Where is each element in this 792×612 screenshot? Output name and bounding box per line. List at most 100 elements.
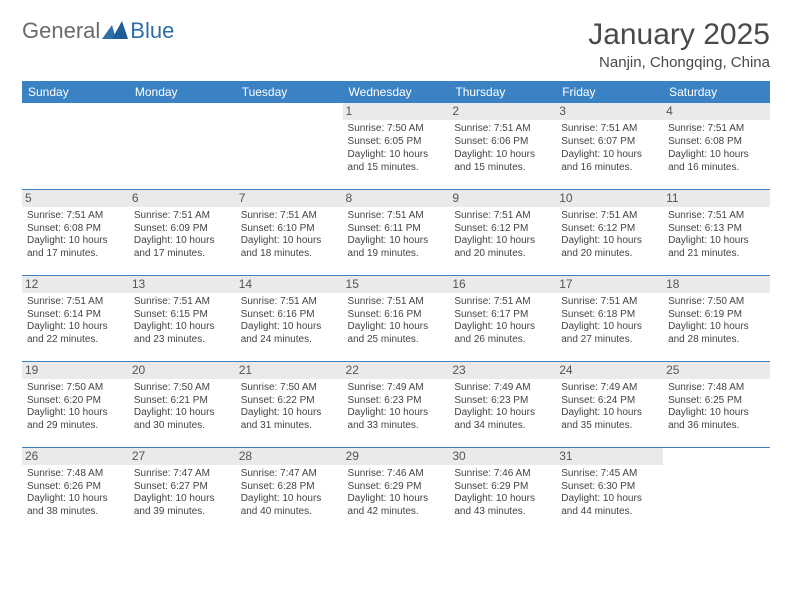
day-details: Sunrise: 7:50 AMSunset: 6:20 PMDaylight:… <box>27 382 124 433</box>
day-number: 13 <box>129 276 236 293</box>
daylight-text: Daylight: 10 hours and 35 minutes. <box>561 407 658 433</box>
day-number: 12 <box>22 276 129 293</box>
day-details: Sunrise: 7:51 AMSunset: 6:13 PMDaylight:… <box>668 210 765 261</box>
weekday-header: Monday <box>129 81 236 103</box>
day-details: Sunrise: 7:51 AMSunset: 6:16 PMDaylight:… <box>241 296 338 347</box>
day-details: Sunrise: 7:51 AMSunset: 6:17 PMDaylight:… <box>454 296 551 347</box>
day-number: 16 <box>449 276 556 293</box>
calendar-week-row: 1 Sunrise: 7:50 AMSunset: 6:05 PMDaylight… <box>22 103 770 189</box>
daylight-text: Daylight: 10 hours and 44 minutes. <box>561 493 658 519</box>
day-number: 25 <box>663 362 770 379</box>
calendar-day-cell <box>129 103 236 189</box>
calendar-day-cell: 17Sunrise: 7:51 AMSunset: 6:18 PMDayligh… <box>556 275 663 361</box>
day-details: Sunrise: 7:47 AMSunset: 6:28 PMDaylight:… <box>241 468 338 519</box>
day-number: 1 <box>343 103 450 120</box>
sunrise-text: Sunrise: 7:50 AM <box>27 382 124 395</box>
daylight-text: Daylight: 10 hours and 17 minutes. <box>134 235 231 261</box>
sunrise-text: Sunrise: 7:51 AM <box>241 296 338 309</box>
daylight-text: Daylight: 10 hours and 36 minutes. <box>668 407 765 433</box>
calendar-day-cell: 29Sunrise: 7:46 AMSunset: 6:29 PMDayligh… <box>343 447 450 533</box>
sunset-text: Sunset: 6:29 PM <box>454 481 551 494</box>
day-number: 30 <box>449 448 556 465</box>
day-details: Sunrise: 7:50 AMSunset: 6:05 PMDaylight:… <box>348 123 445 174</box>
sunset-text: Sunset: 6:14 PM <box>27 309 124 322</box>
day-details: Sunrise: 7:46 AMSunset: 6:29 PMDaylight:… <box>348 468 445 519</box>
sunset-text: Sunset: 6:16 PM <box>348 309 445 322</box>
sunset-text: Sunset: 6:18 PM <box>561 309 658 322</box>
daylight-text: Daylight: 10 hours and 19 minutes. <box>348 235 445 261</box>
daylight-text: Daylight: 10 hours and 42 minutes. <box>348 493 445 519</box>
calendar-day-cell <box>22 103 129 189</box>
logo-mark-icon <box>102 21 128 41</box>
sunset-text: Sunset: 6:07 PM <box>561 136 658 149</box>
day-details: Sunrise: 7:51 AMSunset: 6:14 PMDaylight:… <box>27 296 124 347</box>
daylight-text: Daylight: 10 hours and 15 minutes. <box>348 149 445 175</box>
calendar-day-cell <box>663 447 770 533</box>
calendar-day-cell: 26Sunrise: 7:48 AMSunset: 6:26 PMDayligh… <box>22 447 129 533</box>
day-number: 22 <box>343 362 450 379</box>
sunrise-text: Sunrise: 7:51 AM <box>134 296 231 309</box>
daylight-text: Daylight: 10 hours and 18 minutes. <box>241 235 338 261</box>
day-number: 11 <box>663 190 770 207</box>
month-title: January 2025 <box>588 18 770 52</box>
weekday-header: Saturday <box>663 81 770 103</box>
day-details: Sunrise: 7:45 AMSunset: 6:30 PMDaylight:… <box>561 468 658 519</box>
logo-text-blue: Blue <box>130 18 174 44</box>
sunrise-text: Sunrise: 7:51 AM <box>561 123 658 136</box>
sunset-text: Sunset: 6:11 PM <box>348 223 445 236</box>
daylight-text: Daylight: 10 hours and 24 minutes. <box>241 321 338 347</box>
daylight-text: Daylight: 10 hours and 30 minutes. <box>134 407 231 433</box>
day-number: 9 <box>449 190 556 207</box>
sunrise-text: Sunrise: 7:47 AM <box>241 468 338 481</box>
daylight-text: Daylight: 10 hours and 33 minutes. <box>348 407 445 433</box>
daylight-text: Daylight: 10 hours and 25 minutes. <box>348 321 445 347</box>
daylight-text: Daylight: 10 hours and 15 minutes. <box>454 149 551 175</box>
daylight-text: Daylight: 10 hours and 20 minutes. <box>454 235 551 261</box>
day-number: 27 <box>129 448 236 465</box>
sunrise-text: Sunrise: 7:46 AM <box>454 468 551 481</box>
header: General Blue January 2025 Nanjin, Chongq… <box>22 18 770 71</box>
day-number: 21 <box>236 362 343 379</box>
calendar-day-cell: 4Sunrise: 7:51 AMSunset: 6:08 PMDaylight… <box>663 103 770 189</box>
daylight-text: Daylight: 10 hours and 27 minutes. <box>561 321 658 347</box>
daylight-text: Daylight: 10 hours and 39 minutes. <box>134 493 231 519</box>
calendar-table: Sunday Monday Tuesday Wednesday Thursday… <box>22 81 770 533</box>
calendar-header-row: Sunday Monday Tuesday Wednesday Thursday… <box>22 81 770 103</box>
sunset-text: Sunset: 6:17 PM <box>454 309 551 322</box>
day-details: Sunrise: 7:47 AMSunset: 6:27 PMDaylight:… <box>134 468 231 519</box>
daylight-text: Daylight: 10 hours and 17 minutes. <box>27 235 124 261</box>
calendar-day-cell: 15Sunrise: 7:51 AMSunset: 6:16 PMDayligh… <box>343 275 450 361</box>
sunrise-text: Sunrise: 7:50 AM <box>668 296 765 309</box>
day-details: Sunrise: 7:51 AMSunset: 6:15 PMDaylight:… <box>134 296 231 347</box>
sunrise-text: Sunrise: 7:51 AM <box>348 296 445 309</box>
day-number: 2 <box>449 103 556 120</box>
daylight-text: Daylight: 10 hours and 31 minutes. <box>241 407 338 433</box>
sunset-text: Sunset: 6:15 PM <box>134 309 231 322</box>
calendar-body: 1 Sunrise: 7:50 AMSunset: 6:05 PMDaylight… <box>22 103 770 533</box>
sunrise-text: Sunrise: 7:51 AM <box>561 210 658 223</box>
day-details: Sunrise: 7:46 AMSunset: 6:29 PMDaylight:… <box>454 468 551 519</box>
day-details: Sunrise: 7:50 AMSunset: 6:19 PMDaylight:… <box>668 296 765 347</box>
sunrise-text: Sunrise: 7:49 AM <box>454 382 551 395</box>
day-number: 10 <box>556 190 663 207</box>
day-number: 20 <box>129 362 236 379</box>
sunset-text: Sunset: 6:13 PM <box>668 223 765 236</box>
sunset-text: Sunset: 6:29 PM <box>348 481 445 494</box>
day-number: 14 <box>236 276 343 293</box>
sunrise-text: Sunrise: 7:46 AM <box>348 468 445 481</box>
calendar-day-cell: 30 Sunrise: 7:46 AMSunset: 6:29 PMDayligh… <box>449 447 556 533</box>
day-details: Sunrise: 7:49 AMSunset: 6:24 PMDaylight:… <box>561 382 658 433</box>
day-number: 7 <box>236 190 343 207</box>
day-number: 28 <box>236 448 343 465</box>
daylight-text: Daylight: 10 hours and 29 minutes. <box>27 407 124 433</box>
sunset-text: Sunset: 6:09 PM <box>134 223 231 236</box>
sunset-text: Sunset: 6:26 PM <box>27 481 124 494</box>
day-details: Sunrise: 7:51 AMSunset: 6:11 PMDaylight:… <box>348 210 445 261</box>
daylight-text: Daylight: 10 hours and 16 minutes. <box>668 149 765 175</box>
sunset-text: Sunset: 6:16 PM <box>241 309 338 322</box>
day-details: Sunrise: 7:49 AMSunset: 6:23 PMDaylight:… <box>348 382 445 433</box>
weekday-header: Friday <box>556 81 663 103</box>
sunrise-text: Sunrise: 7:48 AM <box>27 468 124 481</box>
sunset-text: Sunset: 6:24 PM <box>561 395 658 408</box>
sunset-text: Sunset: 6:08 PM <box>668 136 765 149</box>
